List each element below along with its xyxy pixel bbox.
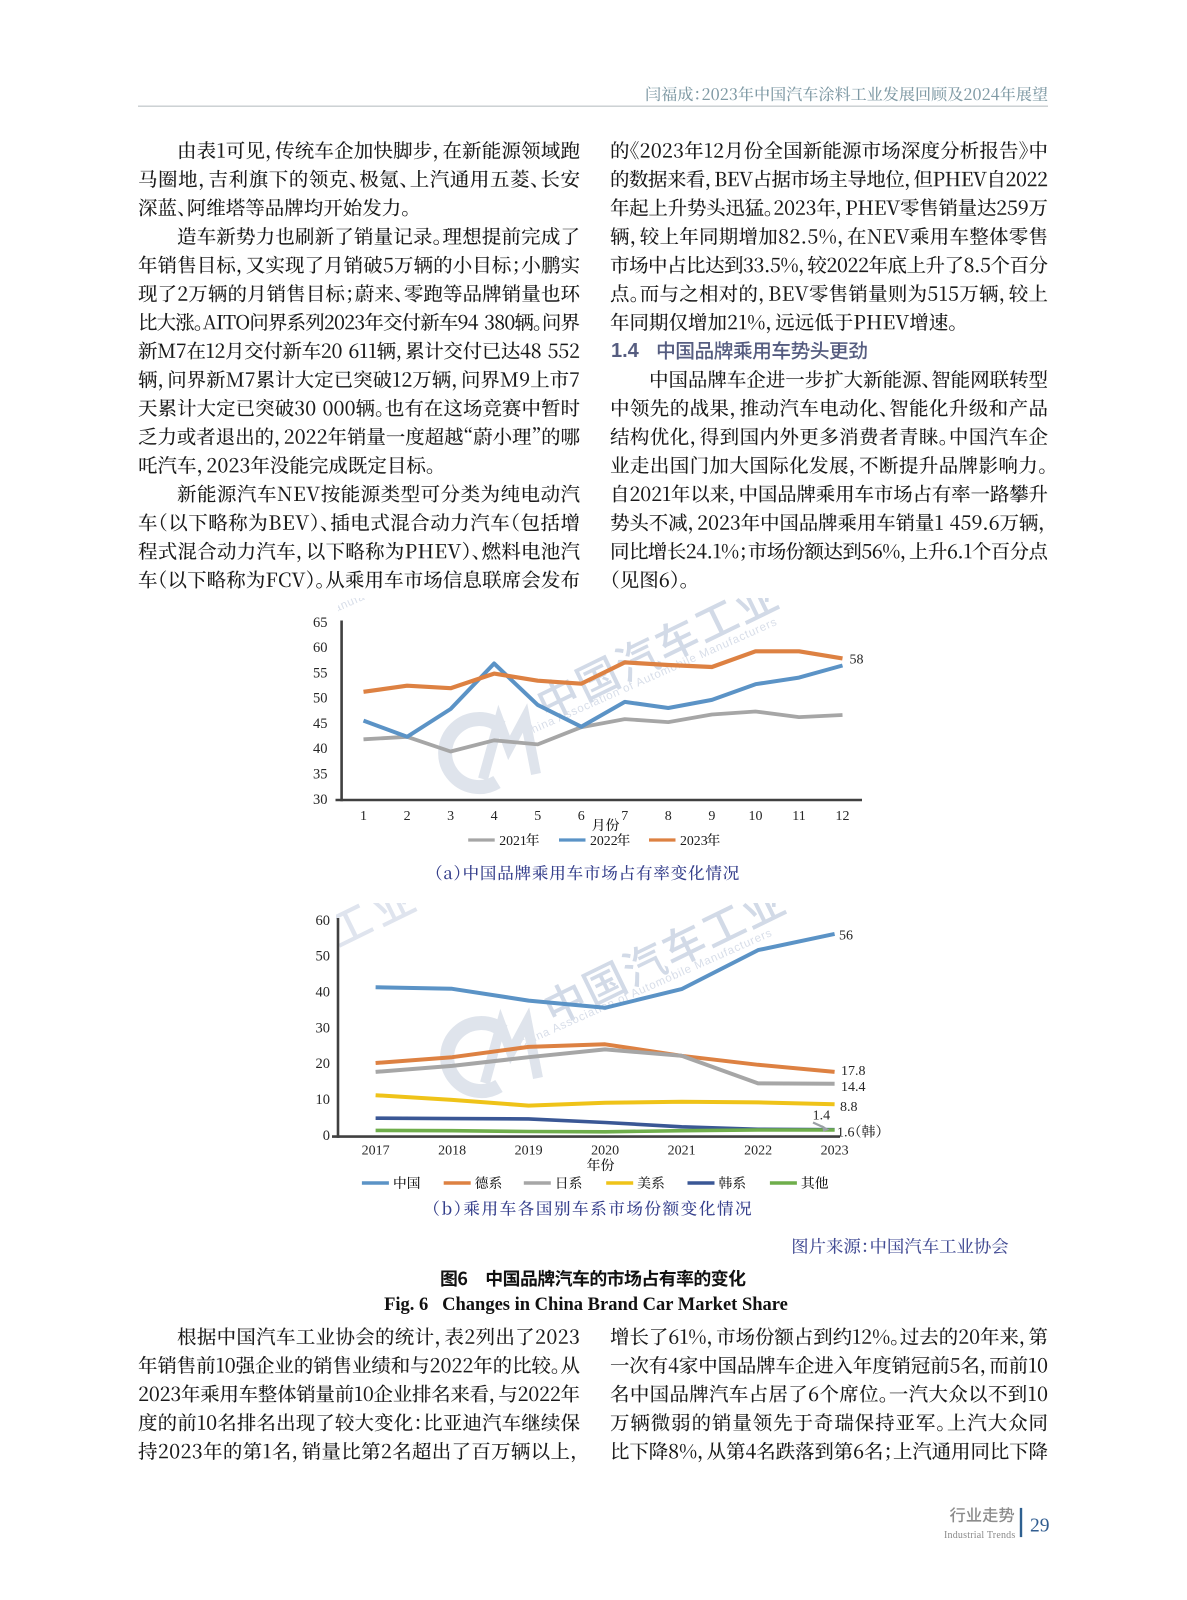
svg-text:35: 35 [313,767,328,783]
svg-text:50: 50 [313,691,328,707]
svg-text:14.4: 14.4 [841,1080,866,1095]
svg-text:50: 50 [316,949,331,965]
svg-text:2022: 2022 [590,833,618,848]
svg-text:1: 1 [360,809,367,824]
svg-text:China Association of Automobil: China Association of Automobile Manufact… [516,927,774,1051]
svg-text:8.8: 8.8 [840,1100,858,1115]
svg-text:10: 10 [749,809,763,824]
svg-text:1.4: 1.4 [813,1109,831,1124]
svg-text:2021: 2021 [668,1144,696,1159]
svg-text:8: 8 [665,809,672,824]
svg-text:55: 55 [313,665,328,681]
svg-text:2023: 2023 [680,833,708,848]
svg-text:Industrial Trends: Industrial Trends [944,1530,1015,1541]
svg-text:17.8: 17.8 [841,1064,866,1079]
svg-text:2018: 2018 [438,1144,466,1159]
svg-text:58: 58 [850,653,864,668]
svg-text:2022: 2022 [744,1144,772,1159]
svg-text:Fig. 6 Changes in China Bran: Fig. 6 Changes in China Brand Car Market… [384,1295,788,1315]
svg-text:2023: 2023 [821,1144,849,1159]
svg-text:30: 30 [316,1020,331,1036]
svg-text:7: 7 [621,809,628,824]
svg-text:1.6: 1.6 [837,1126,855,1141]
svg-text:11: 11 [792,809,805,824]
svg-text:60: 60 [316,913,331,929]
svg-text:10: 10 [316,1092,331,1108]
svg-text:4: 4 [491,809,498,824]
svg-text:29: 29 [1030,1516,1050,1537]
svg-text:2017: 2017 [362,1144,390,1159]
svg-text:20: 20 [316,1056,331,1072]
svg-text:2020: 2020 [591,1144,619,1159]
svg-text:China Association of Automobil: China Association of Automobile Manufact… [76,959,334,1083]
svg-text:56: 56 [839,928,853,943]
svg-text:0: 0 [323,1128,330,1144]
svg-text:2019: 2019 [515,1144,543,1159]
svg-text:China Association of Automobil: China Association of Automobile Manufact… [146,574,404,698]
svg-text:30: 30 [313,792,328,808]
svg-text:60: 60 [313,640,328,656]
svg-text:40: 40 [316,985,331,1001]
svg-text:45: 45 [313,716,328,732]
svg-text:2: 2 [404,809,411,824]
svg-text:5: 5 [534,809,541,824]
svg-text:12: 12 [836,809,850,824]
svg-text:65: 65 [313,615,328,631]
svg-text:1.4: 1.4 [611,340,640,362]
svg-text:2021: 2021 [499,833,527,848]
svg-text:40: 40 [313,741,328,757]
svg-text:6: 6 [578,809,585,824]
svg-text:3: 3 [447,809,454,824]
svg-text:9: 9 [708,809,715,824]
